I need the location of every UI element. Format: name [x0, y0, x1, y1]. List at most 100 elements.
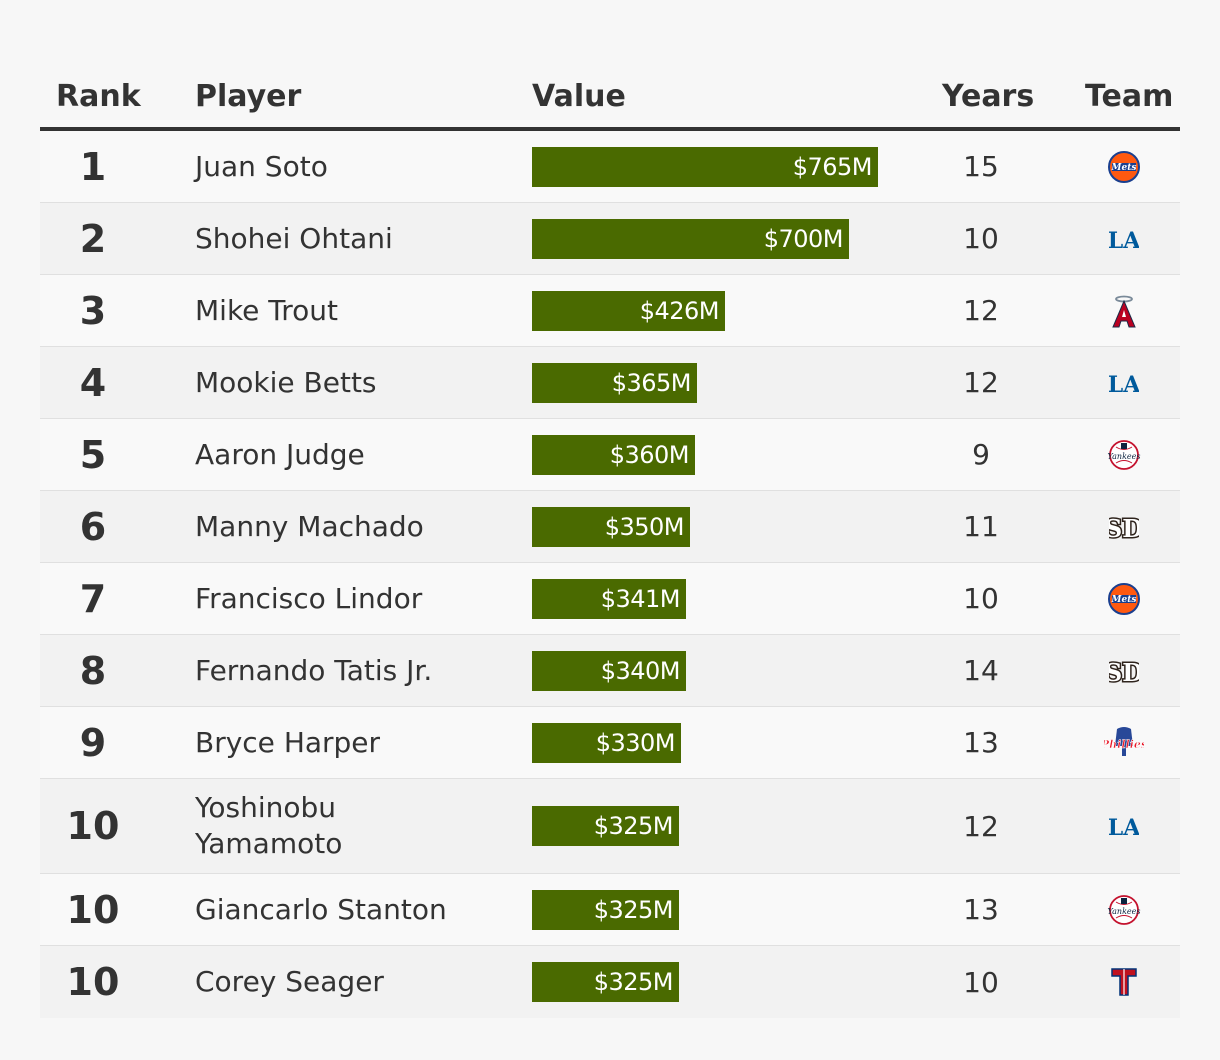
value-label: $360M: [609, 440, 690, 469]
table-header: Rank Player Value Years Team: [40, 60, 1180, 131]
player-name: Fernando Tatis Jr.: [195, 635, 495, 706]
player-name-line: Bryce Harper: [195, 725, 381, 759]
player-name-line: Mookie Betts: [195, 365, 377, 399]
table-row: 2 Shohei Ohtani $700M 10 LA: [40, 203, 1180, 275]
value-label: $325M: [593, 812, 674, 840]
rangers-logo-icon: [1104, 946, 1144, 1018]
table-row: 7 Francisco Lindor $341M 10 Mets: [40, 563, 1180, 635]
player-name: Giancarlo Stanton: [195, 874, 495, 945]
dodgers-logo-icon: LA: [1104, 347, 1144, 418]
value-bar: $700M: [532, 218, 849, 259]
svg-text:LA: LA: [1109, 228, 1139, 254]
value-bar: $325M: [532, 962, 679, 1002]
value-label: $341M: [600, 584, 681, 613]
padres-logo-icon: SD SD: [1104, 491, 1144, 562]
value-label: $700M: [763, 224, 844, 253]
value-bar: $325M: [532, 806, 679, 846]
rank-cell: 7: [79, 576, 107, 621]
rank-cell: 4: [79, 360, 107, 405]
team-header: Team: [1085, 79, 1174, 114]
table-row: 3 Mike Trout $426M 12: [40, 275, 1180, 347]
years-cell: 12: [963, 366, 999, 399]
table-row: 6 Manny Machado $350M 11 SD SD: [40, 491, 1180, 563]
rank-cell: 10: [66, 804, 120, 848]
angels-logo-icon: [1104, 275, 1144, 346]
player-name: Corey Seager: [195, 946, 495, 1018]
yankees-logo-icon: Yankees: [1104, 874, 1144, 945]
rank-header: Rank: [56, 79, 141, 114]
value-bar: $765M: [532, 146, 878, 187]
value-bar: $360M: [532, 434, 695, 475]
player-name-line: Mike Trout: [195, 293, 339, 327]
table-row: 10 Giancarlo Stanton $325M 13 Yankees: [40, 874, 1180, 946]
years-header: Years: [942, 79, 1035, 114]
player-name-line: Yoshinobu: [195, 791, 337, 824]
svg-text:SD: SD: [1109, 514, 1139, 543]
value-label: $426M: [639, 296, 720, 325]
rank-cell: 8: [79, 648, 107, 693]
rank-cell: 1: [79, 144, 107, 189]
table-row: 10 Corey Seager $325M 10: [40, 946, 1180, 1018]
svg-text:SD: SD: [1109, 514, 1139, 543]
player-name: Juan Soto: [195, 131, 495, 202]
table-row: 9 Bryce Harper $330M 13 Phillies: [40, 707, 1180, 779]
player-name: Mookie Betts: [195, 347, 495, 418]
rank-cell: 10: [66, 887, 120, 932]
value-label: $340M: [600, 656, 681, 685]
years-cell: 12: [963, 809, 999, 843]
table-row: 8 Fernando Tatis Jr. $340M 14 SD SD: [40, 635, 1180, 707]
table-row: 10 Yoshinobu Yamamoto $325M 12 LA: [40, 779, 1180, 874]
player-name-line: Aaron Judge: [195, 437, 365, 471]
years-cell: 10: [963, 965, 999, 999]
svg-text:Yankees: Yankees: [1107, 452, 1140, 461]
value-bar: $350M: [532, 506, 690, 547]
table-row: 4 Mookie Betts $365M 12 LA: [40, 347, 1180, 419]
years-cell: 10: [963, 222, 999, 255]
years-cell: 10: [963, 582, 999, 615]
player-name: Shohei Ohtani: [195, 203, 495, 274]
player-name: Francisco Lindor: [195, 563, 495, 634]
svg-text:SD: SD: [1109, 658, 1139, 687]
years-cell: 15: [963, 150, 999, 183]
rank-cell: 2: [79, 216, 107, 261]
svg-text:LA: LA: [1109, 372, 1139, 398]
years-cell: 12: [963, 294, 999, 327]
years-cell: 11: [963, 510, 999, 543]
value-bar: $426M: [532, 290, 725, 331]
value-header: Value: [532, 79, 626, 114]
player-name-line: Fernando Tatis Jr.: [195, 653, 433, 687]
svg-text:LA: LA: [1109, 815, 1139, 841]
padres-logo-icon: SD SD: [1104, 635, 1144, 706]
years-cell: 9: [972, 438, 990, 471]
player-name-line: Corey Seager: [195, 965, 384, 998]
player-name-line: Juan Soto: [195, 149, 328, 183]
player-header: Player: [195, 79, 302, 114]
svg-text:Yankees: Yankees: [1107, 907, 1140, 916]
table-row: 5 Aaron Judge $360M 9 Yankees: [40, 419, 1180, 491]
rank-cell: 9: [79, 720, 107, 765]
value-label: $330M: [595, 728, 676, 757]
rank-cell: 3: [79, 288, 107, 333]
years-cell: 13: [963, 893, 999, 926]
value-label: $325M: [593, 895, 674, 924]
player-name-line: Giancarlo Stanton: [195, 892, 447, 926]
svg-text:SD: SD: [1109, 658, 1139, 687]
player-name-line: Shohei Ohtani: [195, 221, 393, 255]
rank-cell: 10: [66, 960, 120, 1004]
player-name: Aaron Judge: [195, 419, 495, 490]
value-bar: $330M: [532, 722, 681, 763]
years-cell: 14: [963, 654, 999, 687]
value-bar: $365M: [532, 362, 697, 403]
svg-text:Phillies: Phillies: [1104, 738, 1144, 751]
player-name: Mike Trout: [195, 275, 495, 346]
svg-text:Mets: Mets: [1111, 163, 1137, 173]
player-name: Yoshinobu Yamamoto: [195, 779, 495, 873]
player-name-line: Francisco Lindor: [195, 581, 423, 615]
rank-cell: 5: [79, 432, 107, 477]
mets-logo-icon: Mets: [1104, 131, 1144, 202]
player-name: Bryce Harper: [195, 707, 495, 778]
player-name: Manny Machado: [195, 491, 495, 562]
yankees-logo-icon: Yankees: [1104, 419, 1144, 490]
mets-logo-icon: Mets: [1104, 563, 1144, 634]
value-label: $765M: [792, 152, 873, 181]
